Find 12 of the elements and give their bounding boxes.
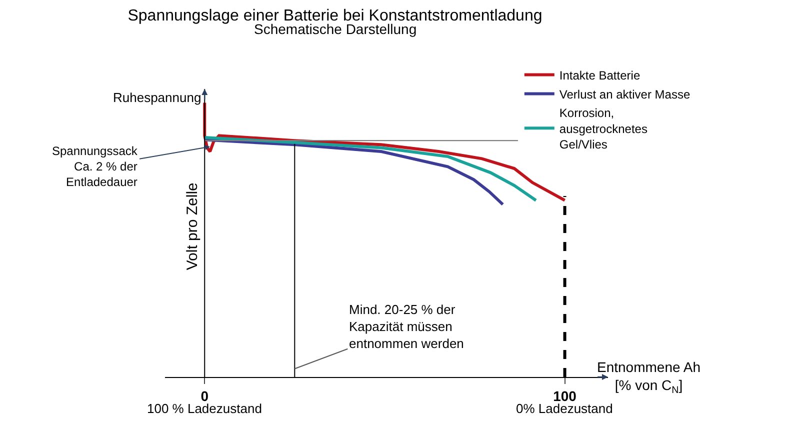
text: 0% Ladezustand (516, 401, 613, 416)
y-axis-title: Volt pro Zelle (184, 182, 201, 270)
annotation: Ruhespannung (113, 90, 202, 105)
ref-line-label: Mind. 20-25 % der Kapazität müssen entnommen werden (349, 302, 464, 351)
x-tick-label: 0 (200, 388, 209, 404)
annotation: Spannungssack Ca. 2 % der Entladedauer (52, 144, 138, 190)
legend-label: Verlust an aktiver Masse (559, 87, 690, 102)
legend-label: Intakte Batterie (559, 68, 640, 82)
x-axis-title: Entnommene Ah [% von C$_{N}$] (597, 359, 701, 396)
legend-label: Korrosion, ausgetrocknetes Gel/Vlies (559, 106, 648, 152)
x-tick-label: 100 (553, 388, 577, 404)
text: 100 % Ladezustand (147, 401, 262, 416)
